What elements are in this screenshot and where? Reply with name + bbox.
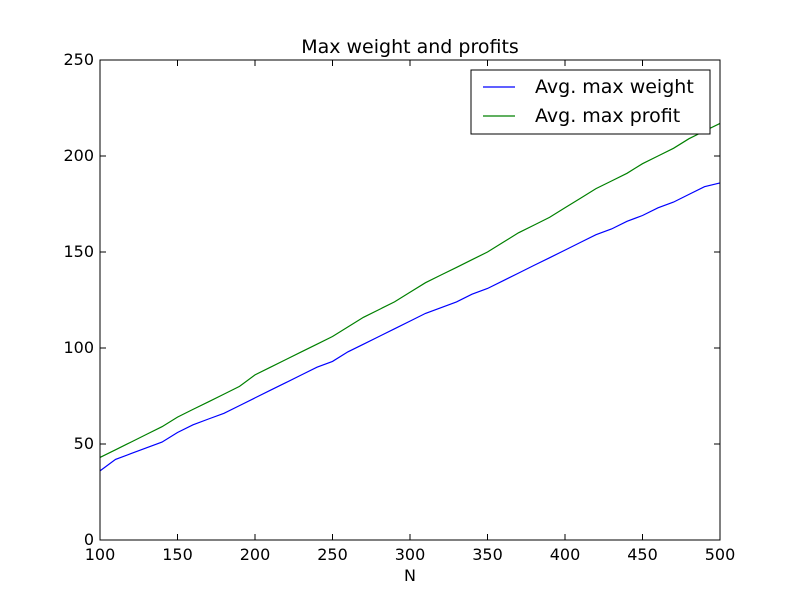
y-tick-label: 0 bbox=[84, 530, 94, 549]
plot-frame bbox=[99, 59, 721, 541]
series-line-1 bbox=[99, 182, 721, 472]
x-axis: 100 150 200 250 300 350 400 450 500 bbox=[85, 60, 736, 564]
legend-label: Avg. max weight bbox=[535, 76, 694, 98]
x-tick-label: 300 bbox=[395, 545, 426, 564]
x-tick-label: 450 bbox=[627, 545, 658, 564]
x-tick-label: 200 bbox=[240, 545, 271, 564]
x-tick-label: 350 bbox=[472, 545, 503, 564]
x-tick-label: 100 bbox=[85, 545, 116, 564]
y-axis: 0 50 100 150 200 250 bbox=[63, 50, 720, 549]
y-tick-label: 150 bbox=[63, 242, 94, 261]
x-tick-label: 150 bbox=[162, 545, 193, 564]
plot-series bbox=[99, 122, 721, 472]
chart-title: Max weight and profits bbox=[301, 36, 519, 58]
legend-label: Avg. max profit bbox=[535, 105, 680, 127]
legend: Avg. max weight Avg. max profit bbox=[470, 69, 711, 135]
y-tick-label: 100 bbox=[63, 338, 94, 357]
y-tick-label: 50 bbox=[74, 434, 94, 453]
x-tick-label: 250 bbox=[317, 545, 348, 564]
x-tick-label: 400 bbox=[550, 545, 581, 564]
series-line-2 bbox=[99, 122, 721, 458]
y-tick-label: 250 bbox=[63, 50, 94, 69]
x-tick-label: 500 bbox=[705, 545, 736, 564]
x-axis-label: N bbox=[404, 566, 416, 585]
legend-box bbox=[470, 69, 711, 135]
y-tick-label: 200 bbox=[63, 146, 94, 165]
